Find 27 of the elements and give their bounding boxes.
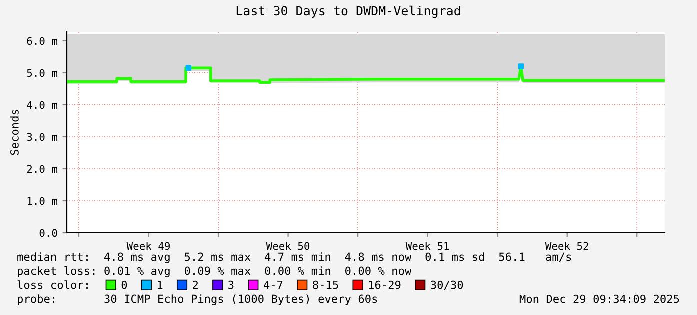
legend-label: 0: [122, 280, 128, 290]
y-tick-label: 4.0 m: [27, 101, 58, 110]
x-tick-label: Week 49: [126, 242, 170, 250]
chart-title: Last 30 Days to DWDM-Velingrad: [236, 6, 460, 18]
legend-label: 16-29: [369, 280, 401, 290]
x-tick-label: Week 51: [406, 242, 450, 250]
legend-label: 30/30: [431, 280, 464, 290]
legend-label: 1: [158, 280, 163, 290]
y-axis-title: Seconds: [10, 110, 19, 156]
y-tick-label: 5.0 m: [27, 69, 58, 78]
legend-label: 8-15: [313, 280, 338, 290]
x-tick-label: Week 50: [266, 242, 310, 250]
legend-label: 4-7: [264, 280, 283, 290]
legend-label: 2: [193, 280, 198, 290]
y-tick-label: 1.0 m: [28, 197, 58, 206]
x-tick-label: Week 52: [545, 242, 588, 250]
y-tick-label: 6.0 m: [27, 37, 58, 46]
text: packet loss: 0.01 % avg 0.09 % max 0.00 % min 0.00 % now: [18, 266, 412, 278]
y-tick-label: 2.0 m: [27, 165, 58, 174]
y-tick-label: 3.0 m: [27, 133, 58, 142]
text: probe: 30 ICMP Echo Pings (1000 Bytes) every 60s: [18, 294, 378, 306]
text: median rtt: 4.8 ms avg 5.2 ms max 4.7 ms min 4.8 ms now 0.1 ms sd 56.1 am/s: [18, 252, 572, 264]
y-tick-label: 0.0: [40, 229, 58, 238]
legend-title: loss color:: [18, 280, 88, 290]
legend-label: 3: [228, 280, 234, 290]
text: Mon Dec 29 09:34:09 2025: [520, 294, 680, 304]
line-series: [67, 65, 665, 84]
